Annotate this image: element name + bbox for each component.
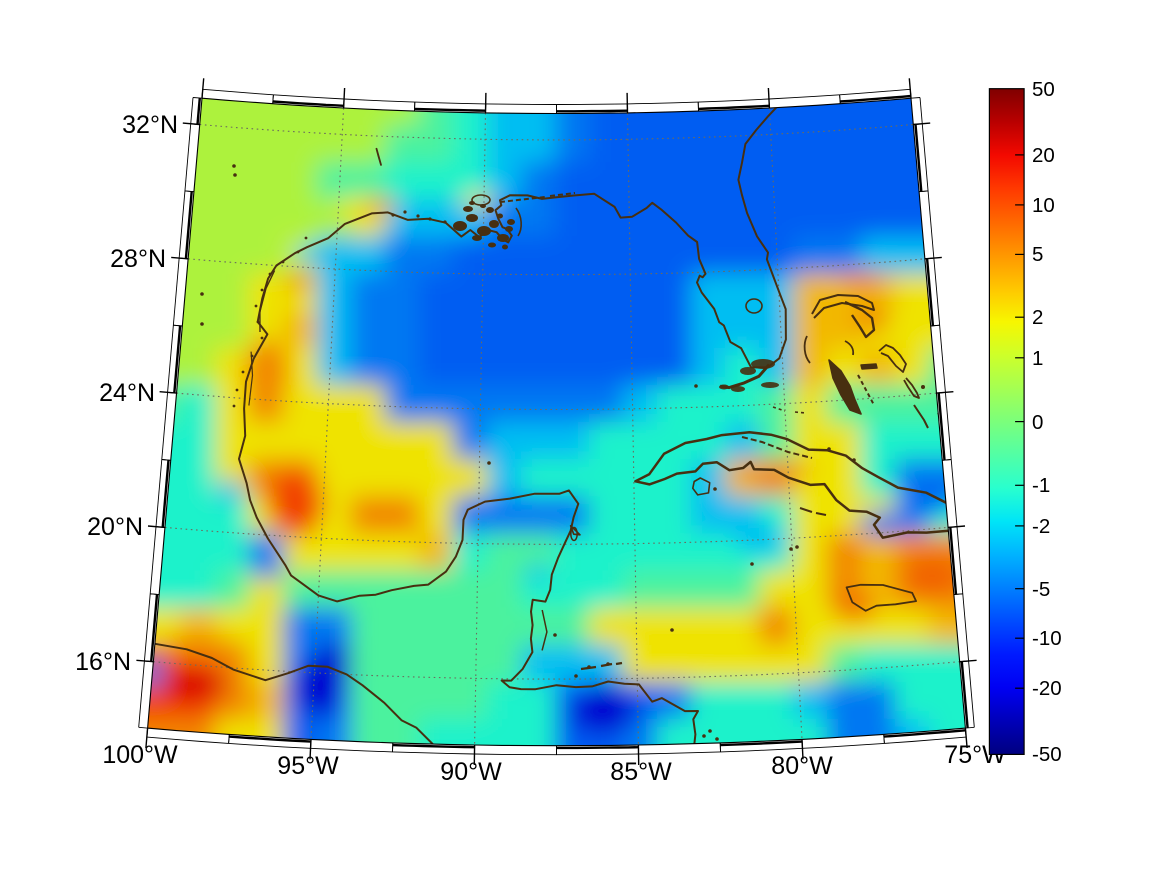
svg-text:1: 1 xyxy=(1032,347,1043,370)
svg-text:-5: -5 xyxy=(1032,578,1050,601)
svg-text:5: 5 xyxy=(1032,243,1043,266)
svg-text:0: 0 xyxy=(1032,411,1043,434)
svg-text:-10: -10 xyxy=(1032,627,1062,650)
svg-text:100°W: 100°W xyxy=(102,741,178,769)
svg-text:24°N: 24°N xyxy=(99,379,155,407)
svg-text:90°W: 90°W xyxy=(440,758,502,786)
svg-text:85°W: 85°W xyxy=(610,758,672,786)
svg-text:16°N: 16°N xyxy=(75,648,131,676)
svg-text:10: 10 xyxy=(1032,194,1055,217)
svg-text:32°N: 32°N xyxy=(122,111,178,139)
svg-text:-50: -50 xyxy=(1032,743,1062,766)
svg-text:20: 20 xyxy=(1032,144,1055,167)
svg-text:28°N: 28°N xyxy=(110,245,166,273)
svg-text:-2: -2 xyxy=(1032,515,1050,538)
svg-text:95°W: 95°W xyxy=(277,752,339,780)
svg-text:50: 50 xyxy=(1032,78,1055,101)
svg-text:2: 2 xyxy=(1032,306,1043,329)
svg-text:20°N: 20°N xyxy=(87,513,143,541)
svg-text:-20: -20 xyxy=(1032,677,1062,700)
svg-text:80°W: 80°W xyxy=(771,752,833,780)
svg-text:-1: -1 xyxy=(1032,474,1050,497)
